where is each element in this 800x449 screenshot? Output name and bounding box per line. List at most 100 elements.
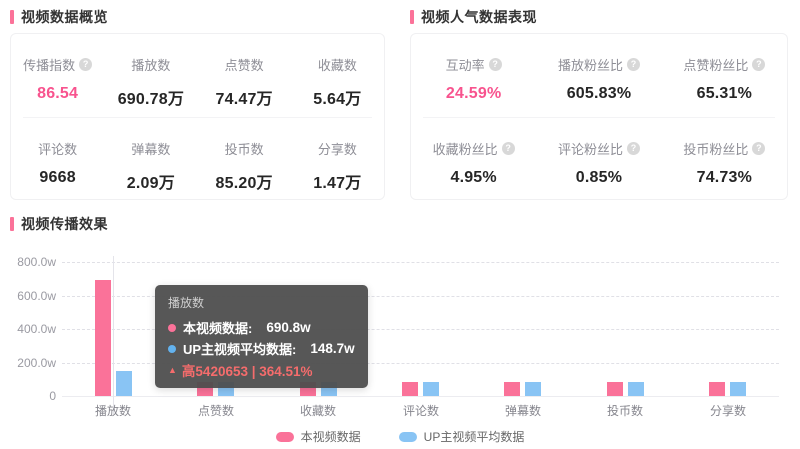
bar-this-video-6[interactable]: [709, 382, 725, 396]
metric-label-text: 互动率: [445, 58, 485, 73]
metric-value: 690.78万: [117, 91, 185, 108]
help-icon[interactable]: ?: [488, 58, 502, 71]
gridline: [62, 362, 779, 364]
card-divider: [423, 117, 775, 118]
pink-accent-bar: [410, 10, 414, 24]
overview-section-header: 视频数据概览: [10, 9, 108, 25]
popularity-section-title: 视频人气数据表现: [421, 9, 537, 25]
bar-up-average-4[interactable]: [525, 382, 541, 396]
chart-legend: 本视频数据 UP主视频平均数据: [0, 428, 800, 445]
metric-label: 传播指数?: [11, 55, 104, 74]
metric-label: 投币数: [198, 139, 291, 158]
metric-收藏数: 收藏数 5.64万: [291, 55, 384, 117]
metric-value: 605.83%: [566, 85, 632, 102]
metric-label: 点赞数: [198, 55, 291, 74]
y-axis-label: 600.0w: [17, 288, 56, 303]
metric-label: 点赞粉丝比?: [662, 55, 787, 74]
up-triangle-icon: ▲: [168, 364, 177, 375]
metric-label-text: 播放粉丝比: [557, 58, 623, 73]
metric-label-text: 点赞粉丝比: [683, 58, 749, 73]
metric-label-text: 收藏粉丝比: [432, 142, 498, 157]
bar-up-average-0[interactable]: [116, 371, 132, 396]
legend-marker-icon: [275, 431, 294, 442]
axis-pointer-line: [113, 256, 114, 414]
popularity-card: 互动率? 24.59% 播放粉丝比? 605.83% 点赞粉丝比? 65.31% 收藏粉丝比…: [410, 33, 788, 200]
legend-label: 本视频数据: [300, 430, 361, 444]
metric-value: 4.95%: [450, 169, 497, 186]
legend-marker-icon: [398, 431, 417, 442]
spread-effect-chart: 800.0w 600.0w 400.0w 200.0w 0 播放数 点赞数 收藏数 评论数 弹幕数…: [0, 238, 800, 449]
bar-this-video-4[interactable]: [504, 382, 520, 396]
spread-section-header: 视频传播效果: [10, 216, 108, 232]
tooltip-row-value: 690.8w: [266, 320, 311, 335]
metric-评论粉丝比: 评论粉丝比? 0.85%: [536, 139, 661, 201]
metric-value: 74.47万: [215, 91, 273, 108]
spread-section-title: 视频传播效果: [21, 216, 108, 232]
help-icon[interactable]: ?: [627, 58, 640, 71]
blue-dot-icon: [168, 344, 176, 353]
metric-label: 互动率?: [411, 55, 536, 74]
help-icon[interactable]: ?: [79, 58, 93, 71]
overview-card: 传播指数? 86.54 播放数 690.78万 点赞数 74.47万 收藏数 5.64万评论数…: [10, 33, 385, 200]
metric-label-text: 分享数: [317, 142, 357, 157]
metric-播放粉丝比: 播放粉丝比? 605.83%: [536, 55, 661, 117]
help-icon[interactable]: ?: [752, 58, 766, 71]
x-axis-label-0: 播放数: [94, 404, 131, 418]
legend-item-this-video[interactable]: 本视频数据: [275, 428, 361, 445]
help-icon[interactable]: ?: [501, 142, 515, 155]
bar-up-average-3[interactable]: [423, 382, 439, 396]
y-axis-label: 400.0w: [17, 322, 56, 336]
metric-row: 互动率? 24.59% 播放粉丝比? 605.83% 点赞粉丝比? 65.31%: [411, 34, 787, 117]
bar-up-average-6[interactable]: [730, 382, 746, 396]
x-axis-label-5: 投币数: [606, 404, 643, 418]
chart-tooltip: 播放数 本视频数据: 690.8w UP主视频平均数据: 148.7w ▲ 高5420653…: [155, 285, 368, 388]
y-axis-label: 0: [49, 389, 56, 403]
metric-分享数: 分享数 1.47万: [291, 139, 384, 201]
metric-value: 65.31%: [696, 85, 753, 102]
tooltip-row-value: 148.7w: [310, 341, 355, 356]
metric-投币数: 投币数 85.20万: [198, 139, 291, 201]
metric-value: 1.47万: [313, 175, 362, 192]
metric-投币粉丝比: 投币粉丝比? 74.73%: [662, 139, 787, 201]
card-divider: [23, 117, 372, 118]
y-axis-label: 800.0w: [17, 255, 56, 269]
metric-label: 弹幕数: [104, 139, 197, 158]
metric-label-text: 播放数: [131, 58, 171, 73]
metric-点赞数: 点赞数 74.47万: [198, 55, 291, 117]
metric-收藏粉丝比: 收藏粉丝比? 4.95%: [411, 139, 536, 201]
help-icon[interactable]: ?: [752, 142, 766, 155]
metric-value: 85.20万: [215, 175, 273, 192]
gridline: [62, 329, 779, 330]
bar-up-average-5[interactable]: [628, 382, 644, 396]
metric-label: 收藏数: [291, 55, 384, 74]
metric-label-text: 投币数: [224, 142, 264, 157]
metric-label: 播放粉丝比?: [536, 55, 661, 74]
metric-播放数: 播放数 690.78万: [104, 55, 197, 117]
pink-accent-bar: [10, 10, 14, 24]
bar-this-video-3[interactable]: [402, 382, 418, 396]
metric-弹幕数: 弹幕数 2.09万: [104, 139, 197, 201]
metric-label-text: 评论数: [38, 142, 78, 157]
tooltip-row-label: UP主视频平均数据:: [183, 342, 297, 357]
tooltip-delta-row: ▲ 高5420653 | 364.51%: [168, 359, 355, 380]
bar-this-video-0[interactable]: [95, 280, 111, 396]
metric-传播指数: 传播指数? 86.54: [11, 55, 104, 117]
overview-section-title: 视频数据概览: [21, 9, 108, 25]
tooltip-row: 本视频数据: 690.8w: [168, 317, 355, 338]
help-icon[interactable]: ?: [627, 142, 640, 155]
metric-label-text: 传播指数: [23, 58, 76, 73]
gridline: [62, 396, 779, 397]
tooltip-delta-text: 高5420653 | 364.51%: [181, 363, 313, 379]
metric-value: 74.73%: [696, 169, 753, 186]
metric-label-text: 收藏数: [317, 58, 357, 73]
metric-value: 2.09万: [126, 175, 175, 192]
legend-item-up-average[interactable]: UP主视频平均数据: [398, 428, 525, 445]
metric-点赞粉丝比: 点赞粉丝比? 65.31%: [662, 55, 787, 117]
y-axis-label: 200.0w: [17, 355, 56, 370]
metric-value: 9668: [39, 169, 76, 186]
metric-评论数: 评论数 9668: [11, 139, 104, 201]
gridline: [62, 295, 779, 297]
bar-this-video-5[interactable]: [607, 382, 623, 396]
metric-value: 86.54: [37, 85, 79, 102]
legend-label: UP主视频平均数据: [423, 430, 525, 444]
